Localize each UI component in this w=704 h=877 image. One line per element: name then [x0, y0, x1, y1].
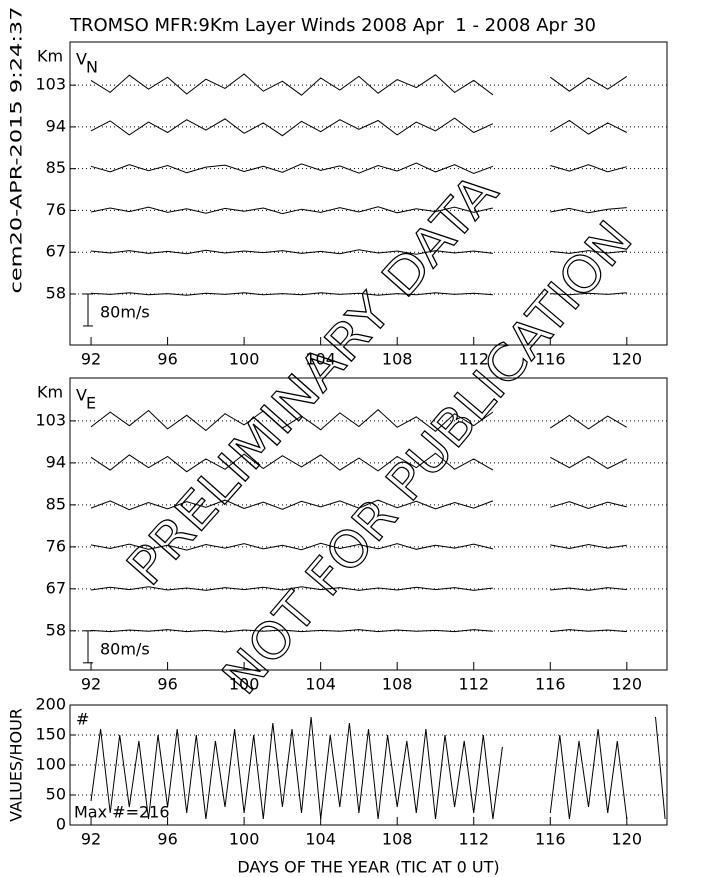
y-tick-label: 76 — [46, 536, 66, 555]
plot-frame — [69, 377, 668, 671]
x-tick-label: 104 — [305, 830, 336, 849]
x-tick-label: 92 — [81, 675, 101, 694]
component-subscript: N — [86, 58, 98, 77]
x-tick-label: 112 — [458, 675, 489, 694]
x-tick-label: 104 — [305, 350, 336, 369]
y-tick-label: 0 — [56, 815, 66, 834]
x-tick-label: 96 — [157, 830, 177, 849]
scale-bar-label: 80m/s — [100, 302, 150, 321]
scale-bar-label: 80m/s — [100, 639, 150, 658]
x-tick-label: 112 — [458, 350, 489, 369]
y-tick-label: 94 — [46, 116, 66, 135]
y-tick-label: 76 — [46, 200, 66, 219]
x-tick-label: 108 — [382, 675, 413, 694]
y-unit: Km — [37, 383, 63, 402]
x-tick-label: 120 — [612, 350, 643, 369]
y-tick-label: 94 — [46, 452, 66, 471]
y-tick-label: 85 — [46, 158, 66, 177]
x-tick-label: 100 — [229, 830, 260, 849]
max-label: Max #=216 — [74, 803, 170, 822]
x-tick-label: 92 — [81, 350, 101, 369]
x-tick-label: 116 — [535, 350, 566, 369]
x-tick-label: 96 — [157, 350, 177, 369]
y-tick-label: 50 — [46, 785, 66, 804]
y-axis-label: VALUES/HOUR — [7, 708, 26, 822]
x-tick-label: 108 — [382, 830, 413, 849]
x-tick-label: 92 — [81, 830, 101, 849]
x-tick-label: 108 — [382, 350, 413, 369]
x-tick-label: 116 — [535, 675, 566, 694]
x-tick-label: 96 — [157, 675, 177, 694]
x-tick-label: 112 — [458, 830, 489, 849]
y-tick-label: 150 — [35, 725, 66, 744]
y-tick-label: 58 — [46, 283, 66, 302]
x-axis-label: DAYS OF THE YEAR (TIC AT 0 UT) — [237, 858, 499, 877]
stamp: cem20-APR-2015 9:24:37 — [7, 7, 26, 294]
component-label: V — [76, 50, 87, 69]
y-tick-label: 67 — [46, 242, 66, 261]
y-tick-label: 85 — [46, 494, 66, 513]
y-tick-label: 58 — [46, 620, 66, 639]
y-tick-label: 67 — [46, 578, 66, 597]
chart-title: TROMSO MFR:9Km Layer Winds 2008 Apr 1 - … — [69, 15, 596, 36]
count-marker: # — [76, 710, 89, 729]
x-tick-label: 120 — [612, 830, 643, 849]
component-label: V — [76, 386, 87, 405]
y-unit: Km — [37, 47, 63, 66]
y-tick-label: 103 — [35, 410, 66, 429]
series-line — [90, 716, 666, 820]
y-tick-label: 103 — [35, 75, 66, 94]
y-tick-label: 200 — [35, 695, 66, 714]
plot-frame — [69, 41, 668, 346]
y-tick-label: 100 — [35, 755, 66, 774]
x-tick-label: 104 — [305, 675, 336, 694]
x-tick-label: 116 — [535, 830, 566, 849]
x-tick-label: 100 — [229, 675, 260, 694]
x-tick-label: 100 — [229, 350, 260, 369]
x-tick-label: 120 — [612, 675, 643, 694]
component-subscript: E — [86, 394, 96, 413]
